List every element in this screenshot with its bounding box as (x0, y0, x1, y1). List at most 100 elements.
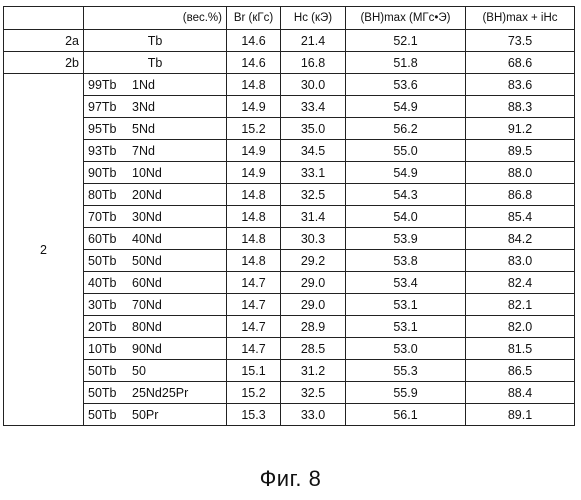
br-cell: 14.7 (227, 338, 281, 360)
header-composition: (вес.%) (84, 7, 227, 30)
composition-cell: 10Tb90Nd (84, 338, 227, 360)
composition-cell: 30Tb70Nd (84, 294, 227, 316)
sum-cell: 81.5 (466, 338, 575, 360)
composition-other: 80Nd (132, 320, 162, 334)
table-row: 50Tb25Nd25Pr15.232.555.988.4 (4, 382, 575, 404)
composition-tb: 95Tb (88, 122, 132, 136)
composition-cell: 97Tb3Nd (84, 96, 227, 118)
composition-other: 50 (132, 364, 146, 378)
composition-other: 1Nd (132, 78, 155, 92)
bhmax-cell: 53.4 (346, 272, 466, 294)
composition-tb: 80Tb (88, 188, 132, 202)
sum-cell: 84.2 (466, 228, 575, 250)
br-cell: 14.9 (227, 140, 281, 162)
br-cell: 15.2 (227, 118, 281, 140)
sum-cell: 89.5 (466, 140, 575, 162)
composition-other: 5Nd (132, 122, 155, 136)
composition-tb: 50Tb (88, 408, 132, 422)
composition-cell: 70Tb30Nd (84, 206, 227, 228)
composition-cell: 40Tb60Nd (84, 272, 227, 294)
table-row: 90Tb10Nd14.933.154.988.0 (4, 162, 575, 184)
table-row: 20Tb80Nd14.728.953.182.0 (4, 316, 575, 338)
bhmax-cell: 53.1 (346, 294, 466, 316)
composition-cell: 50Tb25Nd25Pr (84, 382, 227, 404)
composition-other: 60Nd (132, 276, 162, 290)
bhmax-cell: 54.9 (346, 162, 466, 184)
composition-cell: 50Tb50Nd (84, 250, 227, 272)
composition-other: 90Nd (132, 342, 162, 356)
bhmax-cell: 54.3 (346, 184, 466, 206)
composition-cell: 60Tb40Nd (84, 228, 227, 250)
hc-cell: 31.2 (281, 360, 346, 382)
group-label: 2 (4, 74, 84, 426)
composition-other: 50Nd (132, 254, 162, 268)
hc-cell: 29.0 (281, 294, 346, 316)
br-cell: 15.1 (227, 360, 281, 382)
hc-cell: 33.0 (281, 404, 346, 426)
table-row: 50Tb50Pr15.333.056.189.1 (4, 404, 575, 426)
table-row: 60Tb40Nd14.830.353.984.2 (4, 228, 575, 250)
composition-cell: 93Tb7Nd (84, 140, 227, 162)
hc-cell: 33.1 (281, 162, 346, 184)
hc-cell: 32.5 (281, 382, 346, 404)
composition-tb: 50Tb (88, 386, 132, 400)
br-cell: 14.8 (227, 74, 281, 96)
composition-cell: 99Tb1Nd (84, 74, 227, 96)
br-cell: 14.8 (227, 250, 281, 272)
hc-cell: 32.5 (281, 184, 346, 206)
bhmax-cell: 53.6 (346, 74, 466, 96)
header-row: (вес.%) Br (кГс) Hc (кЭ) (BH)max (МГс•Э)… (4, 7, 575, 30)
composition-tb: 97Tb (88, 100, 132, 114)
composition-tb: 90Tb (88, 166, 132, 180)
composition-other: 30Nd (132, 210, 162, 224)
bhmax-cell: 51.8 (346, 52, 466, 74)
hc-cell: 34.5 (281, 140, 346, 162)
composition-tb: 30Tb (88, 298, 132, 312)
br-cell: 14.8 (227, 228, 281, 250)
sum-cell: 83.6 (466, 74, 575, 96)
bhmax-cell: 54.0 (346, 206, 466, 228)
bhmax-cell: 56.2 (346, 118, 466, 140)
bhmax-cell: 53.9 (346, 228, 466, 250)
composition-tb: 20Tb (88, 320, 132, 334)
table-row: 30Tb70Nd14.729.053.182.1 (4, 294, 575, 316)
header-br: Br (кГс) (227, 7, 281, 30)
composition-other: 50Pr (132, 408, 158, 422)
hc-cell: 28.9 (281, 316, 346, 338)
bhmax-cell: 53.8 (346, 250, 466, 272)
composition-cell: 90Tb10Nd (84, 162, 227, 184)
table-row: 2b Tb 14.6 16.8 51.8 68.6 (4, 52, 575, 74)
hc-cell: 31.4 (281, 206, 346, 228)
composition-cell: 50Tb50 (84, 360, 227, 382)
composition-other: 7Nd (132, 144, 155, 158)
hc-cell: 21.4 (281, 30, 346, 52)
table-row: 2a Tb 14.6 21.4 52.1 73.5 (4, 30, 575, 52)
table-row: 80Tb20Nd14.832.554.386.8 (4, 184, 575, 206)
br-cell: 14.9 (227, 162, 281, 184)
table-row: 40Tb60Nd14.729.053.482.4 (4, 272, 575, 294)
sum-cell: 88.3 (466, 96, 575, 118)
br-cell: 14.8 (227, 206, 281, 228)
hc-cell: 29.0 (281, 272, 346, 294)
bhmax-cell: 55.9 (346, 382, 466, 404)
composition-other: 70Nd (132, 298, 162, 312)
br-cell: 15.3 (227, 404, 281, 426)
composition-cell: 80Tb20Nd (84, 184, 227, 206)
header-hc: Hc (кЭ) (281, 7, 346, 30)
sum-cell: 82.4 (466, 272, 575, 294)
row-label: 2b (4, 52, 84, 74)
composition-other: 40Nd (132, 232, 162, 246)
header-empty-cell (4, 7, 84, 30)
sum-cell: 86.5 (466, 360, 575, 382)
composition-tb: 60Tb (88, 232, 132, 246)
bhmax-cell: 53.1 (346, 316, 466, 338)
sum-cell: 89.1 (466, 404, 575, 426)
composition-tb: 10Tb (88, 342, 132, 356)
composition-cell: 20Tb80Nd (84, 316, 227, 338)
bhmax-cell: 53.0 (346, 338, 466, 360)
row-label: 2a (4, 30, 84, 52)
sum-cell: 88.4 (466, 382, 575, 404)
sum-cell: 82.0 (466, 316, 575, 338)
bhmax-cell: 52.1 (346, 30, 466, 52)
composition-tb: 93Tb (88, 144, 132, 158)
